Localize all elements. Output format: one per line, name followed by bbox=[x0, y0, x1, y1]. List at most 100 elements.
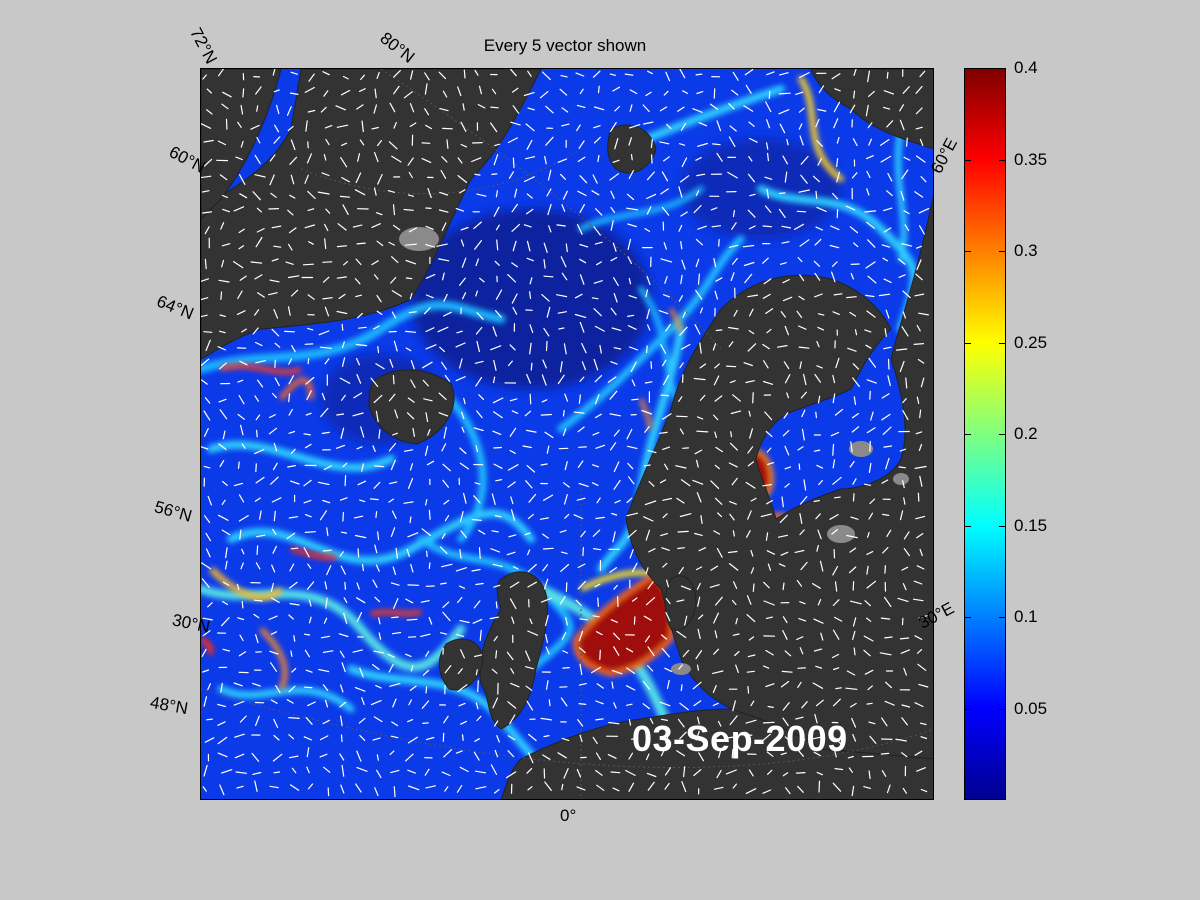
velocity-vector bbox=[304, 514, 312, 518]
velocity-vector bbox=[612, 531, 616, 543]
velocity-vector bbox=[388, 442, 397, 452]
velocity-vector bbox=[323, 617, 328, 624]
velocity-vector bbox=[508, 534, 517, 538]
velocity-vector bbox=[493, 206, 500, 217]
velocity-vector bbox=[306, 766, 310, 774]
velocity-vector bbox=[813, 260, 821, 267]
velocity-vector bbox=[495, 310, 502, 318]
figure-title: Every 5 vector shown bbox=[483, 36, 647, 55]
velocity-vector bbox=[593, 548, 602, 551]
velocity-vector bbox=[378, 632, 382, 640]
velocity-vector bbox=[458, 702, 466, 707]
velocity-vector bbox=[628, 137, 632, 146]
velocity-vector bbox=[473, 427, 484, 432]
velocity-vector bbox=[304, 443, 312, 449]
velocity-vector bbox=[819, 560, 824, 572]
velocity-vector bbox=[540, 463, 548, 466]
velocity-vector bbox=[766, 550, 776, 555]
velocity-vector bbox=[682, 90, 689, 94]
velocity-vector bbox=[815, 699, 824, 707]
velocity-vector bbox=[781, 670, 793, 673]
colorbar-tick-mark bbox=[999, 251, 1005, 252]
velocity-vector bbox=[304, 531, 316, 533]
map-panel[interactable] bbox=[200, 68, 934, 800]
velocity-vector bbox=[340, 715, 343, 727]
velocity-vector bbox=[747, 654, 756, 658]
velocity-vector bbox=[219, 314, 226, 317]
velocity-vector bbox=[527, 70, 532, 77]
velocity-vector bbox=[305, 716, 313, 725]
velocity-vector bbox=[816, 365, 823, 369]
velocity-vector bbox=[918, 614, 929, 619]
velocity-vector bbox=[679, 702, 689, 711]
velocity-vector bbox=[765, 308, 774, 314]
velocity-vector bbox=[595, 516, 605, 520]
velocity-vector bbox=[813, 751, 822, 757]
velocity-vector bbox=[836, 171, 841, 183]
velocity-vector bbox=[272, 69, 276, 76]
velocity-vector bbox=[373, 325, 380, 330]
velocity-vector bbox=[645, 529, 651, 541]
velocity-vector bbox=[797, 681, 802, 689]
velocity-vector bbox=[778, 208, 786, 218]
velocity-vector bbox=[201, 562, 212, 570]
velocity-vector bbox=[275, 684, 281, 694]
velocity-vector bbox=[241, 600, 244, 609]
velocity-vector bbox=[478, 529, 486, 535]
velocity-vector bbox=[646, 772, 657, 778]
velocity-vector bbox=[461, 426, 465, 433]
velocity-vector bbox=[410, 379, 416, 389]
velocity-vector bbox=[696, 492, 702, 503]
velocity-vector bbox=[255, 360, 267, 364]
velocity-vector bbox=[271, 392, 278, 399]
velocity-vector bbox=[865, 155, 874, 160]
velocity-vector bbox=[526, 429, 537, 433]
velocity-vector bbox=[899, 104, 905, 112]
velocity-vector bbox=[254, 341, 263, 347]
velocity-vector bbox=[593, 136, 601, 144]
velocity-vector bbox=[218, 443, 227, 450]
velocity-vector bbox=[356, 357, 360, 366]
velocity-vector bbox=[697, 596, 701, 607]
velocity-vector bbox=[474, 173, 481, 176]
velocity-vector bbox=[392, 566, 397, 575]
velocity-vector bbox=[254, 174, 266, 178]
velocity-vector bbox=[866, 188, 870, 196]
velocity-vector bbox=[221, 243, 231, 247]
velocity-vector bbox=[913, 343, 925, 345]
velocity-vector bbox=[242, 88, 245, 98]
velocity-vector bbox=[202, 630, 211, 637]
velocity-vector bbox=[915, 515, 926, 520]
velocity-vector bbox=[204, 258, 207, 270]
velocity-vector bbox=[288, 375, 295, 385]
velocity-vector bbox=[607, 753, 617, 759]
velocity-vector bbox=[526, 193, 533, 199]
velocity-vector bbox=[629, 104, 633, 112]
velocity-vector bbox=[391, 510, 397, 519]
velocity-vector bbox=[202, 786, 207, 792]
velocity-vector bbox=[344, 475, 347, 487]
velocity-vector bbox=[374, 88, 377, 99]
velocity-vector bbox=[693, 204, 702, 214]
velocity-vector bbox=[901, 326, 909, 337]
velocity-vector bbox=[270, 192, 277, 198]
velocity-vector bbox=[749, 193, 756, 197]
velocity-vector bbox=[493, 635, 498, 642]
velocity-vector bbox=[644, 381, 653, 384]
velocity-vector bbox=[508, 360, 513, 367]
velocity-vector bbox=[643, 464, 651, 467]
velocity-vector bbox=[545, 633, 548, 644]
velocity-vector bbox=[798, 107, 805, 113]
velocity-vector bbox=[830, 431, 840, 437]
velocity-vector bbox=[201, 175, 212, 179]
velocity-vector bbox=[238, 228, 245, 234]
velocity-vector bbox=[273, 136, 281, 144]
velocity-vector bbox=[462, 103, 465, 111]
velocity-vector bbox=[339, 195, 351, 198]
velocity-vector bbox=[217, 346, 227, 351]
velocity-vector bbox=[735, 664, 739, 674]
velocity-vector bbox=[322, 650, 334, 654]
velocity-vector bbox=[252, 682, 261, 687]
velocity-vector bbox=[832, 459, 836, 469]
velocity-vector bbox=[202, 211, 212, 214]
